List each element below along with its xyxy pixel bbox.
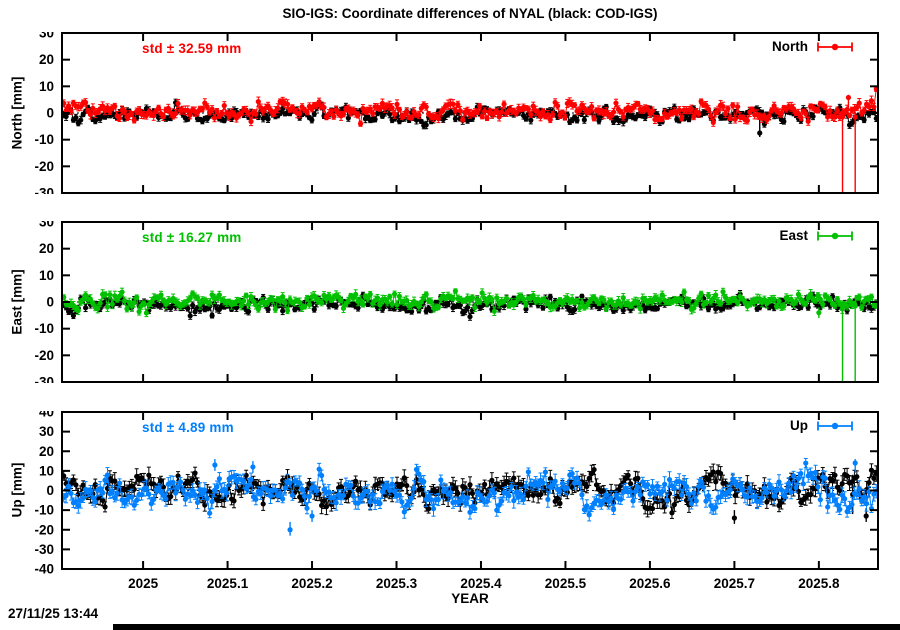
north-axis-label: North [mm] [9,76,25,150]
svg-text:20: 20 [39,52,54,67]
errorbar-icon [817,231,853,240]
x-axis-label: YEAR [451,591,489,606]
svg-text:30: 30 [39,32,54,41]
svg-text:0: 0 [46,106,54,121]
north-plot-svg: -30 -20 -10 0 10 20 30 [34,32,879,195]
chart-title: SIO-IGS: Coordinate differences of NYAL … [282,6,658,21]
east-legend: East [779,228,855,243]
up-legend: Up [790,418,855,433]
errorbar-icon [817,42,853,51]
north-legend: North [772,39,855,54]
svg-text:-30: -30 [34,186,54,195]
east-legend-label: East [779,228,808,243]
north-std-label: std ± 32.59 mm [142,41,242,56]
east-axis-label: East [mm] [9,269,25,335]
svg-text:-20: -20 [34,159,54,174]
errorbar-icon [817,421,853,430]
bottom-bar [113,624,900,630]
plot-timestamp: 27/11/25 13:44 [8,606,99,621]
up-std-label: std ± 4.89 mm [142,420,234,435]
svg-text:-10: -10 [34,132,54,147]
up-legend-label: Up [790,418,808,433]
svg-text:10: 10 [39,79,54,94]
east-std-label: std ± 16.27 mm [142,230,242,245]
north-legend-label: North [772,39,808,54]
up-axis-label: Up [mm] [9,462,25,518]
